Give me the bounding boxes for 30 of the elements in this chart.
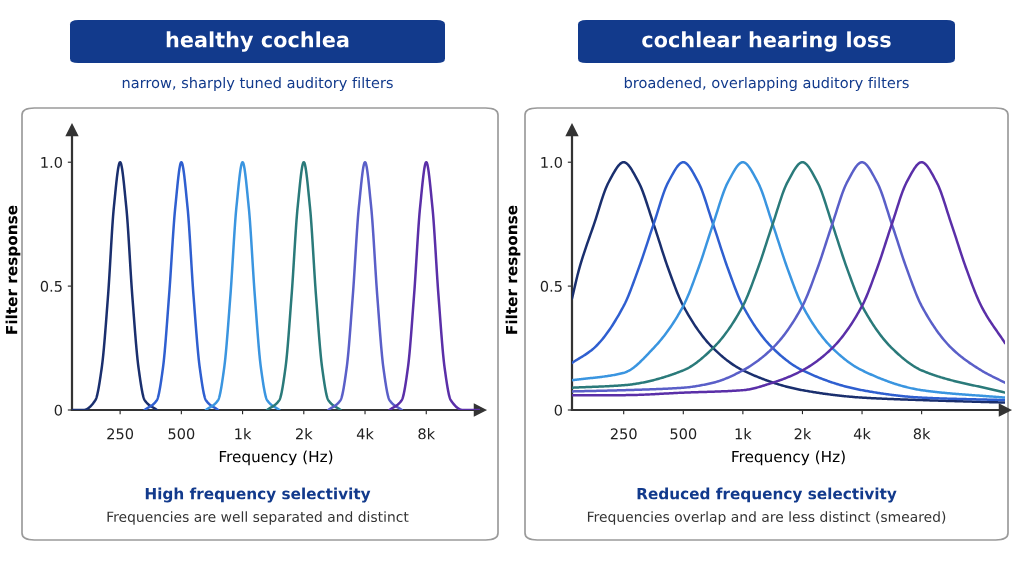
x-tick-label: 2k — [794, 428, 812, 440]
x-tick-label: 1k — [235, 428, 252, 440]
x-tick-label: 8k — [418, 428, 436, 440]
chart-subtitle: narrow, sharply tuned auditory filters — [122, 76, 393, 92]
chart-subtitle: broadened, overlapping auditory filters — [624, 76, 909, 92]
x-axis-title: Frequency (Hz) — [732, 450, 845, 466]
y-tick-label: 0.5 — [540, 280, 562, 292]
text: Reduced frequency selectivity — [637, 487, 897, 503]
x-tick-label: 2k — [296, 428, 313, 440]
y-axis-title: Filter response — [505, 205, 521, 334]
x-tick-label: 1k — [735, 428, 752, 440]
text: High frequency selectivity — [145, 487, 371, 503]
text: Frequencies are well separated and distinct — [107, 511, 409, 525]
x-tick-label: 4k — [356, 428, 374, 440]
x-tick-label: 8k — [913, 428, 931, 440]
chart-title: cochlear hearing loss — [642, 31, 891, 52]
x-axis-title: Frequency (Hz) — [219, 450, 333, 466]
text: Frequencies overlap and are less distinct (smeared) — [587, 511, 946, 525]
y-tick-label: 0 — [54, 404, 62, 416]
chart-title: healthy cochlea — [166, 31, 349, 52]
x-tick-label: 4k — [853, 428, 871, 440]
y-axis-title: Filter response — [5, 205, 21, 334]
y-tick-label: 0.5 — [40, 280, 62, 292]
x-tick-label: 500 — [168, 428, 195, 440]
x-tick-label: 250 — [107, 428, 134, 440]
x-tick-label: 250 — [610, 428, 637, 440]
y-tick-label: 0 — [554, 404, 562, 416]
y-tick-label: 1.0 — [41, 156, 62, 168]
x-tick-label: 500 — [670, 428, 697, 440]
y-tick-label: 1.0 — [541, 156, 562, 168]
